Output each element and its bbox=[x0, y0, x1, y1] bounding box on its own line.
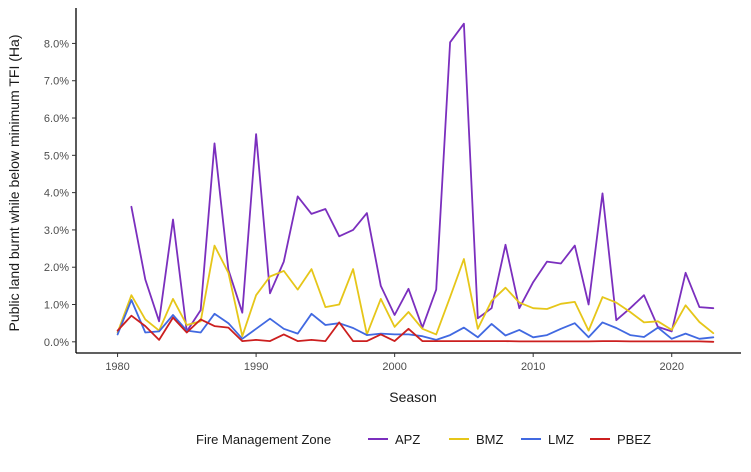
legend: Fire Management Zone APZ BMZ LMZ PBEZ bbox=[196, 432, 651, 447]
y-tick-label: 6.0% bbox=[44, 113, 69, 125]
y-tick-label: 7.0% bbox=[44, 76, 69, 88]
legend-label-pbez: PBEZ bbox=[617, 432, 651, 447]
x-tick-label: 1990 bbox=[244, 361, 268, 373]
legend-title: Fire Management Zone bbox=[196, 432, 331, 447]
x-axis-title: Season bbox=[389, 389, 436, 405]
x-tick-label: 2000 bbox=[382, 361, 406, 373]
series-line-apz bbox=[130, 22, 715, 333]
y-axis-title: Public land burnt while below minimum TF… bbox=[6, 35, 22, 332]
x-axis-ticks: 1980 1990 2000 2010 2020 bbox=[105, 353, 684, 373]
y-tick-label: 2.0% bbox=[44, 262, 69, 274]
y-tick-label: 0.0% bbox=[44, 337, 69, 349]
y-tick-label: 8.0% bbox=[44, 38, 69, 50]
legend-label-apz: APZ bbox=[395, 432, 420, 447]
legend-label-lmz: LMZ bbox=[548, 432, 574, 447]
x-tick-label: 2020 bbox=[659, 361, 683, 373]
x-tick-label: 1980 bbox=[105, 361, 129, 373]
y-axis-ticks: 0.0% 1.0% 2.0% 3.0% 4.0% 5.0% 6.0% 7.0% 8.0% bbox=[44, 38, 76, 349]
y-tick-label: 4.0% bbox=[44, 188, 69, 200]
legend-label-bmz: BMZ bbox=[476, 432, 504, 447]
y-tick-label: 3.0% bbox=[44, 225, 69, 237]
series-line-pbez bbox=[116, 314, 715, 343]
x-tick-label: 2010 bbox=[521, 361, 545, 373]
y-tick-label: 5.0% bbox=[44, 150, 69, 162]
plot-area bbox=[116, 22, 715, 343]
series-line-bmz bbox=[116, 244, 715, 338]
y-tick-label: 1.0% bbox=[44, 300, 69, 312]
